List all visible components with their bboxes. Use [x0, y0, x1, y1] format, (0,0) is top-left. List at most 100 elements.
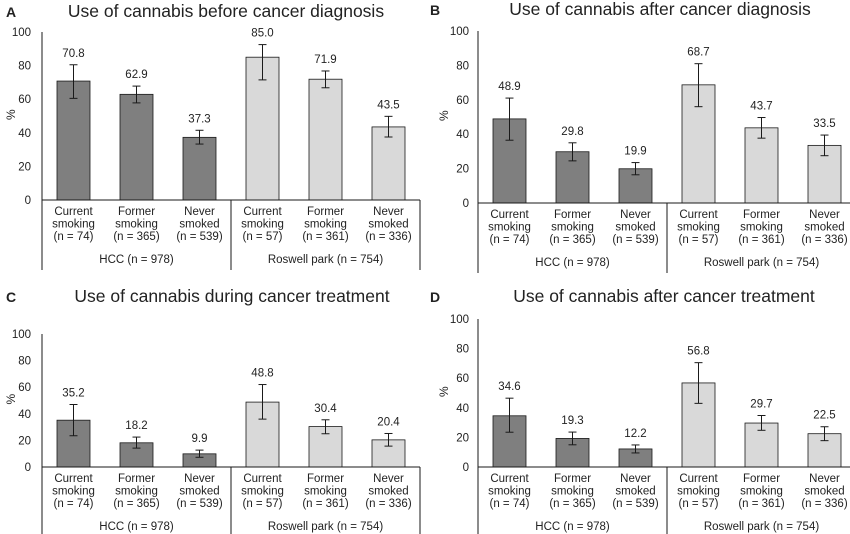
- x-tick-label: (n = 74): [490, 498, 530, 510]
- data-label: 19.9: [624, 146, 646, 158]
- x-tick-label: smoking: [677, 486, 720, 498]
- chart-panel-d: D Use of cannabis after cancer treatment%…: [430, 286, 850, 534]
- x-tick-label: (n = 361): [302, 498, 349, 510]
- y-tick-label: 0: [463, 462, 469, 474]
- data-label: 33.5: [813, 118, 835, 130]
- x-tick-label: smoked: [804, 222, 844, 234]
- x-tick-label: smoking: [488, 222, 531, 234]
- x-tick-label: Never: [809, 473, 840, 485]
- y-axis-label: %: [437, 110, 451, 121]
- bar: [119, 93, 154, 201]
- x-tick-label: Former: [118, 206, 155, 218]
- data-label: 68.7: [687, 47, 709, 59]
- data-label: 35.2: [62, 387, 84, 399]
- x-tick-label: smoking: [241, 219, 284, 231]
- group-label: Roswell park (n = 754): [704, 521, 820, 533]
- x-tick-label: smoked: [368, 486, 408, 498]
- x-tick-label: (n = 74): [54, 498, 94, 510]
- data-label: 34.6: [498, 381, 520, 393]
- x-tick-label: smoking: [677, 222, 720, 234]
- group-label: Roswell park (n = 754): [704, 257, 820, 269]
- x-tick-label: smoking: [488, 486, 531, 498]
- x-tick-label: (n = 74): [490, 234, 530, 246]
- x-tick-label: Never: [620, 473, 651, 485]
- y-axis-label: %: [4, 394, 18, 405]
- panel-label: D: [430, 289, 440, 305]
- x-tick-label: Current: [54, 206, 93, 218]
- y-tick-label: 80: [456, 344, 469, 356]
- data-label: 85.0: [251, 28, 273, 40]
- data-label: 18.2: [125, 420, 147, 432]
- y-tick-label: 0: [25, 462, 31, 474]
- data-label: 19.3: [561, 415, 583, 427]
- y-tick-label: 60: [18, 382, 31, 394]
- x-tick-label: smoked: [368, 219, 408, 231]
- panel-label: A: [6, 4, 16, 20]
- x-tick-label: (n = 361): [738, 498, 785, 510]
- data-label: 62.9: [125, 69, 147, 81]
- x-tick-label: (n = 539): [612, 498, 659, 510]
- bar: [245, 56, 280, 201]
- data-label: 70.8: [62, 48, 84, 60]
- x-tick-label: smoking: [52, 219, 95, 231]
- y-tick-label: 100: [450, 314, 469, 326]
- x-tick-label: Former: [118, 473, 155, 485]
- x-tick-label: Current: [679, 473, 718, 485]
- x-tick-label: smoking: [551, 486, 594, 498]
- y-tick-label: 100: [12, 27, 31, 39]
- x-tick-label: Current: [679, 209, 718, 221]
- x-tick-label: (n = 57): [243, 498, 283, 510]
- x-tick-label: Never: [184, 473, 215, 485]
- chart-title: Use of cannabis after cancer treatment: [513, 286, 815, 306]
- x-tick-label: (n = 539): [176, 498, 223, 510]
- y-tick-label: 20: [18, 161, 31, 173]
- x-tick-label: (n = 57): [679, 498, 719, 510]
- chart-panel-b: B Use of cannabis after cancer diagnosis%…: [430, 0, 850, 273]
- x-tick-label: smoking: [740, 222, 783, 234]
- y-tick-label: 60: [456, 373, 469, 385]
- data-label: 9.9: [192, 433, 208, 445]
- bar: [182, 136, 217, 201]
- y-tick-label: 40: [18, 128, 31, 140]
- x-tick-label: (n = 365): [549, 498, 596, 510]
- data-label: 48.8: [251, 368, 273, 380]
- x-tick-label: (n = 365): [113, 498, 160, 510]
- y-tick-label: 20: [18, 435, 31, 447]
- x-tick-label: smoking: [740, 486, 783, 498]
- chart-title: Use of cannabis after cancer diagnosis: [509, 0, 811, 19]
- x-tick-label: smoking: [551, 222, 594, 234]
- x-tick-label: smoked: [615, 222, 655, 234]
- data-label: 37.3: [188, 113, 210, 125]
- x-tick-label: (n = 336): [801, 234, 848, 246]
- y-tick-label: 60: [456, 95, 469, 107]
- y-tick-label: 40: [456, 403, 469, 415]
- x-tick-label: (n = 336): [365, 498, 412, 510]
- y-tick-label: 40: [456, 129, 469, 141]
- x-tick-label: smoking: [115, 219, 158, 231]
- y-tick-label: 100: [450, 26, 469, 38]
- x-tick-label: (n = 365): [113, 231, 160, 243]
- y-tick-label: 80: [18, 61, 31, 73]
- x-tick-label: Never: [809, 209, 840, 221]
- x-tick-label: Current: [490, 209, 529, 221]
- y-tick-label: 0: [463, 198, 469, 210]
- data-label: 29.8: [561, 126, 583, 138]
- x-tick-label: Current: [243, 473, 282, 485]
- x-tick-label: Former: [743, 473, 780, 485]
- x-tick-label: (n = 57): [243, 231, 283, 243]
- bar: [371, 126, 406, 201]
- x-tick-label: smoking: [304, 486, 347, 498]
- x-tick-label: smoking: [304, 219, 347, 231]
- x-tick-label: Never: [373, 473, 404, 485]
- data-label: 71.9: [314, 54, 336, 66]
- data-label: 43.7: [750, 101, 772, 113]
- x-tick-label: Former: [743, 209, 780, 221]
- y-axis-label: %: [4, 109, 18, 120]
- data-label: 30.4: [314, 403, 337, 415]
- y-tick-label: 100: [12, 329, 31, 341]
- y-tick-label: 40: [18, 409, 31, 421]
- data-label: 22.5: [813, 410, 835, 422]
- bar: [744, 127, 779, 204]
- x-tick-label: Current: [243, 206, 282, 218]
